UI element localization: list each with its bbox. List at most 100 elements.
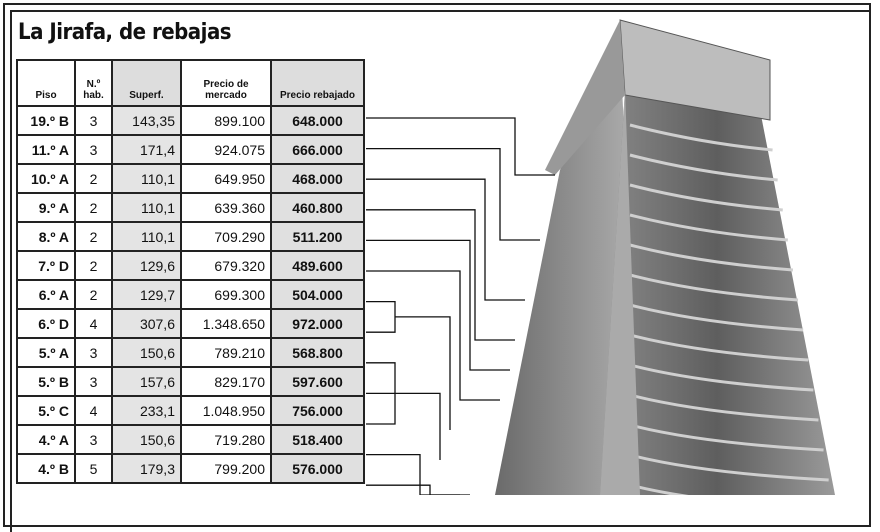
cell-hab: 3 (74, 424, 113, 455)
col-superficie: Superf. (111, 59, 182, 107)
cell-mer: 679.320 (180, 250, 272, 281)
cell-mer: 1.348.650 (180, 308, 272, 339)
cell-hab: 2 (74, 250, 113, 281)
cell-reb: 576.000 (270, 453, 365, 484)
col-precio-rebajado: Precio rebajado (270, 59, 365, 107)
table-row: 5.º C 4 233,1 1.048.950 756.000 (16, 395, 365, 426)
cell-reb: 511.200 (270, 221, 365, 252)
leader-lines (366, 117, 555, 495)
leader-line (366, 484, 470, 495)
table-row: 6.º A 2 129,7 699.300 504.000 (16, 279, 365, 310)
cell-sup: 171,4 (111, 134, 182, 165)
cell-mer: 799.200 (180, 453, 272, 484)
inner-frame (10, 10, 870, 532)
cell-reb: 597.600 (270, 366, 365, 397)
cell-mer: 699.300 (180, 279, 272, 310)
floor-band (629, 213, 788, 242)
table-row: 10.º A 2 110,1 649.950 468.000 (16, 163, 365, 194)
cell-mer: 719.280 (180, 424, 272, 455)
cell-mer: 649.950 (180, 163, 272, 194)
col-precio-mercado: Precio de mercado (180, 59, 272, 107)
cell-reb: 568.800 (270, 337, 365, 368)
table-row: 9.º A 2 110,1 639.360 460.800 (16, 192, 365, 223)
cell-sup: 129,6 (111, 250, 182, 281)
cell-reb: 648.000 (270, 105, 365, 136)
cell-hab: 2 (74, 221, 113, 252)
cell-sup: 110,1 (111, 221, 182, 252)
cell-reb: 518.400 (270, 424, 365, 455)
cell-sup: 143,35 (111, 105, 182, 136)
cell-piso: 10.º A (16, 163, 76, 194)
cell-piso: 6.º A (16, 279, 76, 310)
table-row: 4.º A 3 150,6 719.280 518.400 (16, 424, 365, 455)
cell-mer: 829.170 (180, 366, 272, 397)
leader-line (366, 209, 515, 341)
cell-piso: 5.º B (16, 366, 76, 397)
cell-sup: 179,3 (111, 453, 182, 484)
cell-reb: 504.000 (270, 279, 365, 310)
table-row: 11.º A 3 171,4 924.075 666.000 (16, 134, 365, 165)
table-row: 7.º D 2 129,6 679.320 489.600 (16, 250, 365, 281)
cell-hab: 5 (74, 453, 113, 484)
cell-reb: 666.000 (270, 134, 365, 165)
leader-line (366, 300, 451, 430)
floor-band (629, 363, 814, 392)
cell-hab: 3 (74, 337, 113, 368)
cell-hab: 3 (74, 366, 113, 397)
building-tower (495, 19, 835, 495)
table-row: 19.º B 3 143,35 899.100 648.000 (16, 105, 365, 136)
cell-piso: 9.º A (16, 192, 76, 223)
floor-band (629, 483, 689, 495)
cell-sup: 129,7 (111, 279, 182, 310)
building-photo (366, 19, 835, 495)
cell-sup: 150,6 (111, 424, 182, 455)
floor-band (629, 153, 778, 182)
cell-sup: 150,6 (111, 337, 182, 368)
table-row: 6.º D 4 307,6 1.348.650 972.000 (16, 308, 365, 339)
cell-sup: 157,6 (111, 366, 182, 397)
cell-mer: 899.100 (180, 105, 272, 136)
cell-piso: 11.º A (16, 134, 76, 165)
cell-reb: 460.800 (270, 192, 365, 223)
cell-piso: 4.º A (16, 424, 76, 455)
floor-band (629, 183, 783, 212)
cell-hab: 2 (74, 192, 113, 223)
table-row: 5.º B 3 157,6 829.170 597.600 (16, 366, 365, 397)
cell-sup: 110,1 (111, 192, 182, 223)
cell-hab: 3 (74, 105, 113, 136)
leader-line (366, 147, 540, 241)
cell-sup: 307,6 (111, 308, 182, 339)
table-header: Piso N.º hab. Superf. Precio de mercado … (16, 59, 365, 107)
table-row: 8.º A 2 110,1 709.290 511.200 (16, 221, 365, 252)
cell-hab: 3 (74, 134, 113, 165)
leader-line (366, 270, 500, 401)
cell-piso: 5.º A (16, 337, 76, 368)
floor-band (629, 393, 819, 422)
cell-reb: 468.000 (270, 163, 365, 194)
cell-mer: 789.210 (180, 337, 272, 368)
leader-line (366, 117, 555, 176)
leader-line (366, 453, 460, 495)
page-title: La Jirafa, de rebajas (18, 20, 232, 45)
floor-band (629, 423, 824, 452)
table-row: 5.º A 3 150,6 789.210 568.800 (16, 337, 365, 368)
cell-sup: 233,1 (111, 395, 182, 426)
price-table: Piso N.º hab. Superf. Precio de mercado … (16, 59, 365, 484)
floor-band (629, 333, 809, 362)
cell-piso: 6.º D (16, 308, 76, 339)
cell-hab: 2 (74, 163, 113, 194)
floor-band (629, 303, 804, 332)
cell-sup: 110,1 (111, 163, 182, 194)
cell-piso: 8.º A (16, 221, 76, 252)
cell-piso: 5.º C (16, 395, 76, 426)
floor-band (629, 243, 794, 272)
cell-piso: 4.º B (16, 453, 76, 484)
col-hab: N.º hab. (74, 59, 113, 107)
cell-reb: 489.600 (270, 250, 365, 281)
cell-reb: 972.000 (270, 308, 365, 339)
leader-line (366, 362, 441, 460)
floor-band (629, 453, 829, 482)
cell-hab: 2 (74, 279, 113, 310)
cell-hab: 4 (74, 395, 113, 426)
cell-piso: 19.º B (16, 105, 76, 136)
